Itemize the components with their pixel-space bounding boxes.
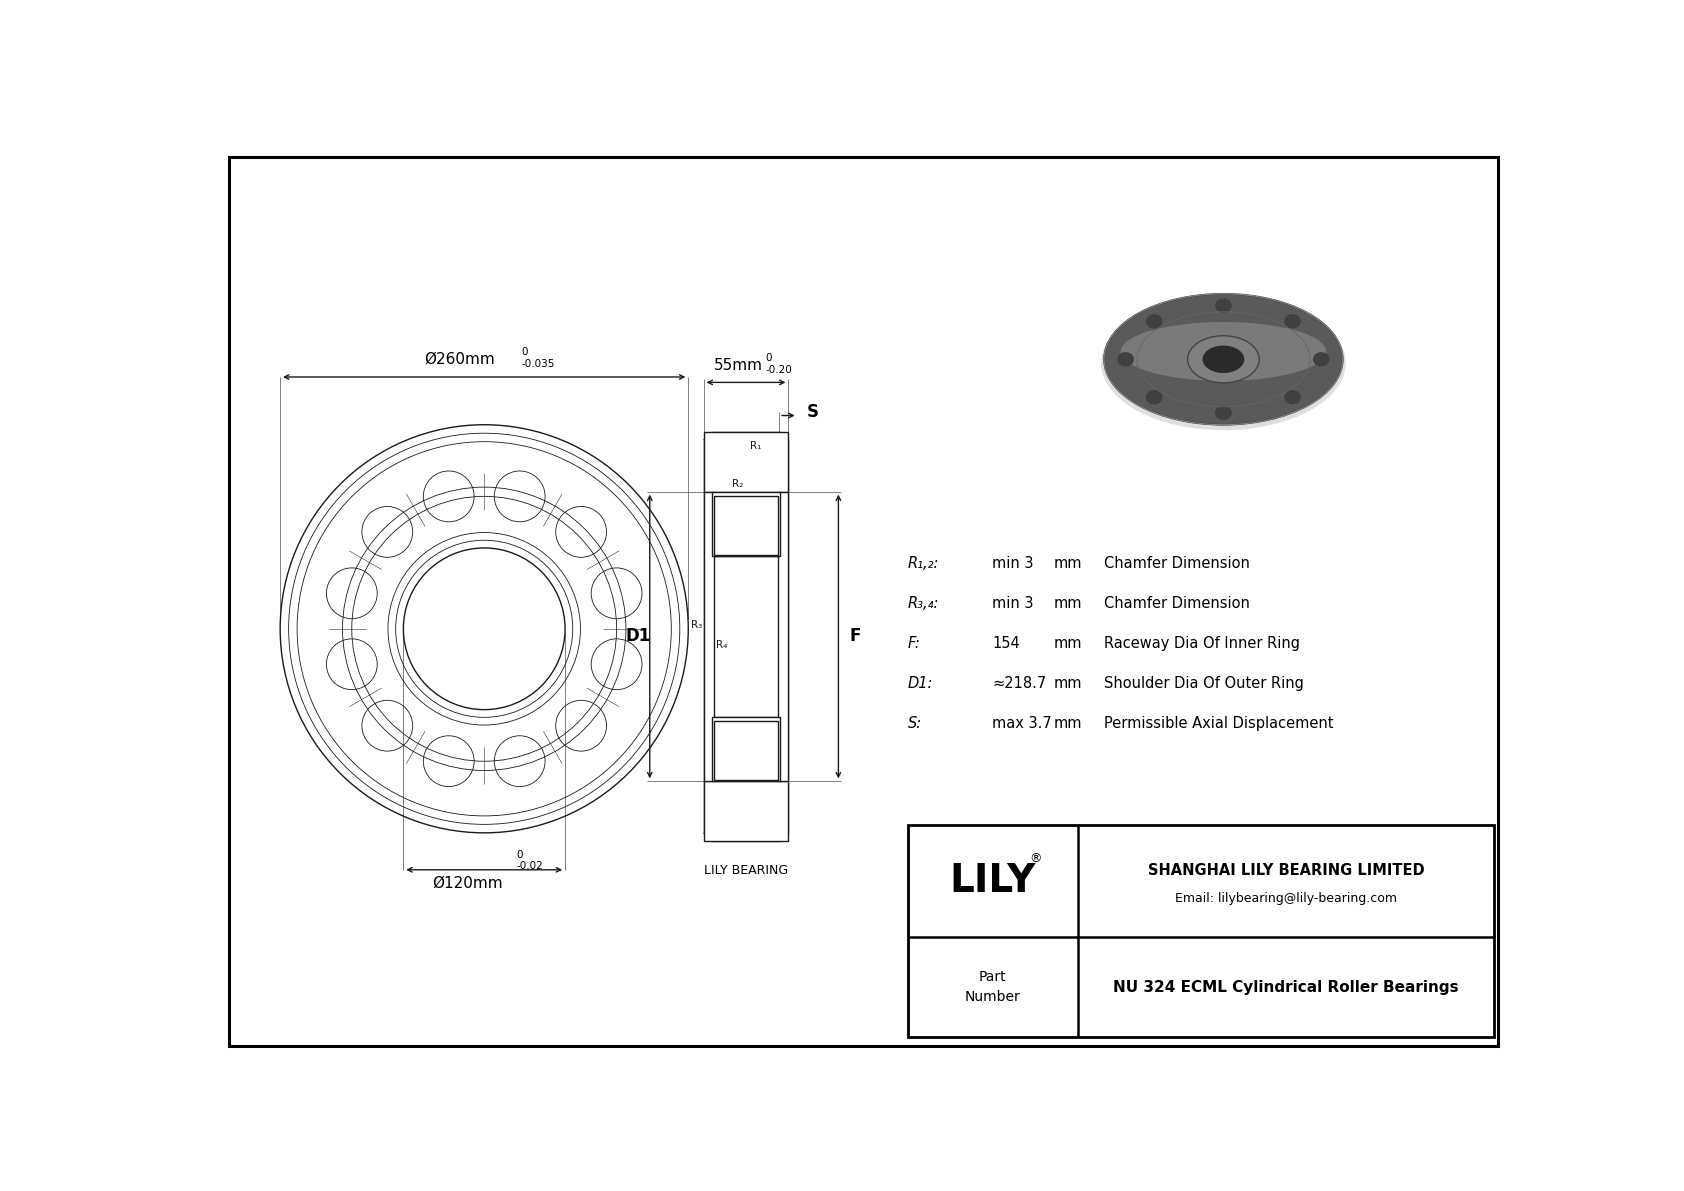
Bar xyxy=(712,717,780,781)
Text: F: F xyxy=(850,628,861,646)
Text: R₃: R₃ xyxy=(690,621,702,630)
Text: ≈218.7: ≈218.7 xyxy=(992,676,1047,691)
Text: -0.035: -0.035 xyxy=(520,360,554,369)
Text: R₂: R₂ xyxy=(731,479,743,488)
Ellipse shape xyxy=(1202,345,1244,373)
Text: Part
Number: Part Number xyxy=(965,971,1021,1004)
Text: mm: mm xyxy=(1054,556,1083,570)
Bar xyxy=(908,825,1494,1037)
Text: Raceway Dia Of Inner Ring: Raceway Dia Of Inner Ring xyxy=(1105,636,1300,651)
Ellipse shape xyxy=(1101,297,1346,430)
Text: Chamfer Dimension: Chamfer Dimension xyxy=(1105,596,1250,611)
Text: Ø260mm: Ø260mm xyxy=(424,353,495,367)
Text: min 3: min 3 xyxy=(992,556,1034,570)
Text: 0: 0 xyxy=(517,850,524,860)
Text: 55mm: 55mm xyxy=(714,358,763,373)
Text: mm: mm xyxy=(1054,676,1083,691)
Text: S:: S: xyxy=(908,716,921,731)
Text: LILY BEARING: LILY BEARING xyxy=(704,863,788,877)
Text: R₁: R₁ xyxy=(749,441,761,451)
Text: SHANGHAI LILY BEARING LIMITED: SHANGHAI LILY BEARING LIMITED xyxy=(1148,863,1425,878)
Bar xyxy=(704,781,788,841)
Text: Shoulder Dia Of Outer Ring: Shoulder Dia Of Outer Ring xyxy=(1105,676,1303,691)
Ellipse shape xyxy=(1285,314,1302,329)
Text: D1: D1 xyxy=(625,628,650,646)
Text: -0.02: -0.02 xyxy=(517,861,544,872)
Ellipse shape xyxy=(1187,336,1260,382)
Text: mm: mm xyxy=(1054,636,1083,651)
Ellipse shape xyxy=(1105,294,1342,425)
Text: Permissible Axial Displacement: Permissible Axial Displacement xyxy=(1105,716,1334,731)
Ellipse shape xyxy=(1216,406,1231,420)
Text: 0: 0 xyxy=(520,347,527,357)
Text: R₁,₂:: R₁,₂: xyxy=(908,556,940,570)
Ellipse shape xyxy=(1122,322,1325,381)
Bar xyxy=(704,492,714,781)
Bar xyxy=(704,492,714,781)
Bar xyxy=(712,492,780,556)
Text: 154: 154 xyxy=(992,636,1021,651)
Ellipse shape xyxy=(1145,389,1162,405)
Bar xyxy=(704,781,788,841)
Bar xyxy=(714,722,778,780)
Text: F:: F: xyxy=(908,636,921,651)
Bar xyxy=(712,492,780,556)
Text: ®: ® xyxy=(1029,852,1042,865)
Text: 0: 0 xyxy=(765,354,771,363)
Text: Email: lilybearing@lily-bearing.com: Email: lilybearing@lily-bearing.com xyxy=(1175,892,1398,905)
Ellipse shape xyxy=(1285,389,1302,405)
Text: mm: mm xyxy=(1054,596,1083,611)
Bar xyxy=(704,432,788,492)
Bar xyxy=(712,717,780,781)
Text: R₃,₄:: R₃,₄: xyxy=(908,596,940,611)
Text: D1:: D1: xyxy=(908,676,933,691)
Bar xyxy=(714,495,778,555)
Bar xyxy=(778,492,788,781)
Text: S: S xyxy=(807,404,818,422)
Bar xyxy=(704,432,788,492)
Text: LILY: LILY xyxy=(950,862,1036,900)
Ellipse shape xyxy=(1116,353,1133,367)
Text: min 3: min 3 xyxy=(992,596,1034,611)
Text: Ø120mm: Ø120mm xyxy=(433,875,502,891)
Text: Chamfer Dimension: Chamfer Dimension xyxy=(1105,556,1250,570)
Ellipse shape xyxy=(1216,299,1231,313)
Text: NU 324 ECML Cylindrical Roller Bearings: NU 324 ECML Cylindrical Roller Bearings xyxy=(1113,980,1458,994)
Bar xyxy=(778,492,788,781)
Text: R₄: R₄ xyxy=(716,640,727,649)
Text: max 3.7: max 3.7 xyxy=(992,716,1052,731)
Text: -0.20: -0.20 xyxy=(765,366,791,375)
Text: mm: mm xyxy=(1054,716,1083,731)
Ellipse shape xyxy=(1314,353,1330,367)
Ellipse shape xyxy=(1145,314,1162,329)
